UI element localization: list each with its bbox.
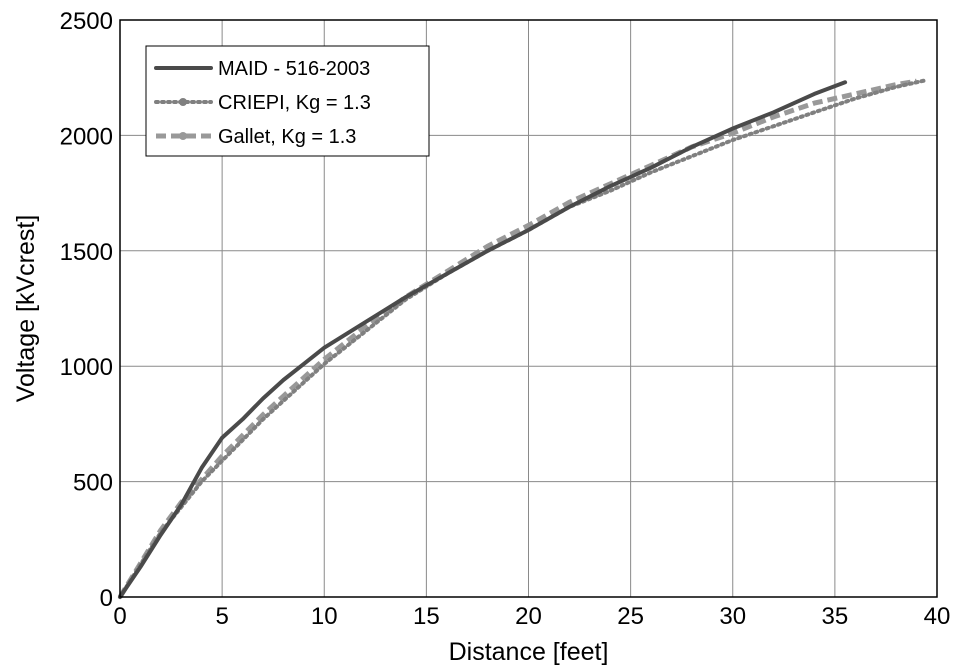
x-axis-ticks: 0 5 10 15 20 25 30 35 40 xyxy=(113,603,950,630)
x-tick-label: 25 xyxy=(617,603,644,630)
x-tick-label: 0 xyxy=(113,603,126,630)
y-tick-label: 2500 xyxy=(60,8,113,35)
x-tick-label: 35 xyxy=(822,603,849,630)
x-tick-label: 5 xyxy=(215,603,228,630)
x-tick-label: 20 xyxy=(515,603,542,630)
legend-label: MAID - 516-2003 xyxy=(218,58,370,80)
legend-marker xyxy=(179,132,187,140)
x-tick-label: 10 xyxy=(311,603,338,630)
y-tick-label: 1500 xyxy=(60,239,113,266)
y-tick-label: 2000 xyxy=(60,123,113,150)
grid xyxy=(119,19,938,598)
x-tick-label: 30 xyxy=(719,603,746,630)
series-line xyxy=(118,80,848,599)
legend: MAID - 516-2003 CRIEPI, Kg = 1.3 Gallet, K… xyxy=(145,45,430,157)
legend-marker xyxy=(179,98,187,106)
y-tick-label: 0 xyxy=(100,585,113,612)
y-tick-label: 1000 xyxy=(60,354,113,381)
x-tick-label: 15 xyxy=(413,603,440,630)
y-axis-title: Voltage [kVcrest] xyxy=(12,215,40,403)
series-layer xyxy=(117,78,929,599)
x-axis-title: Distance [feet] xyxy=(449,638,609,666)
plot-frame xyxy=(119,19,938,598)
x-tick-label: 40 xyxy=(924,603,951,630)
y-axis-ticks: 0 500 1000 1500 2000 2500 xyxy=(60,8,113,612)
legend-label: Gallet, Kg = 1.3 xyxy=(218,126,356,148)
legend-label: CRIEPI, Kg = 1.3 xyxy=(218,92,371,114)
y-tick-label: 500 xyxy=(73,470,113,497)
